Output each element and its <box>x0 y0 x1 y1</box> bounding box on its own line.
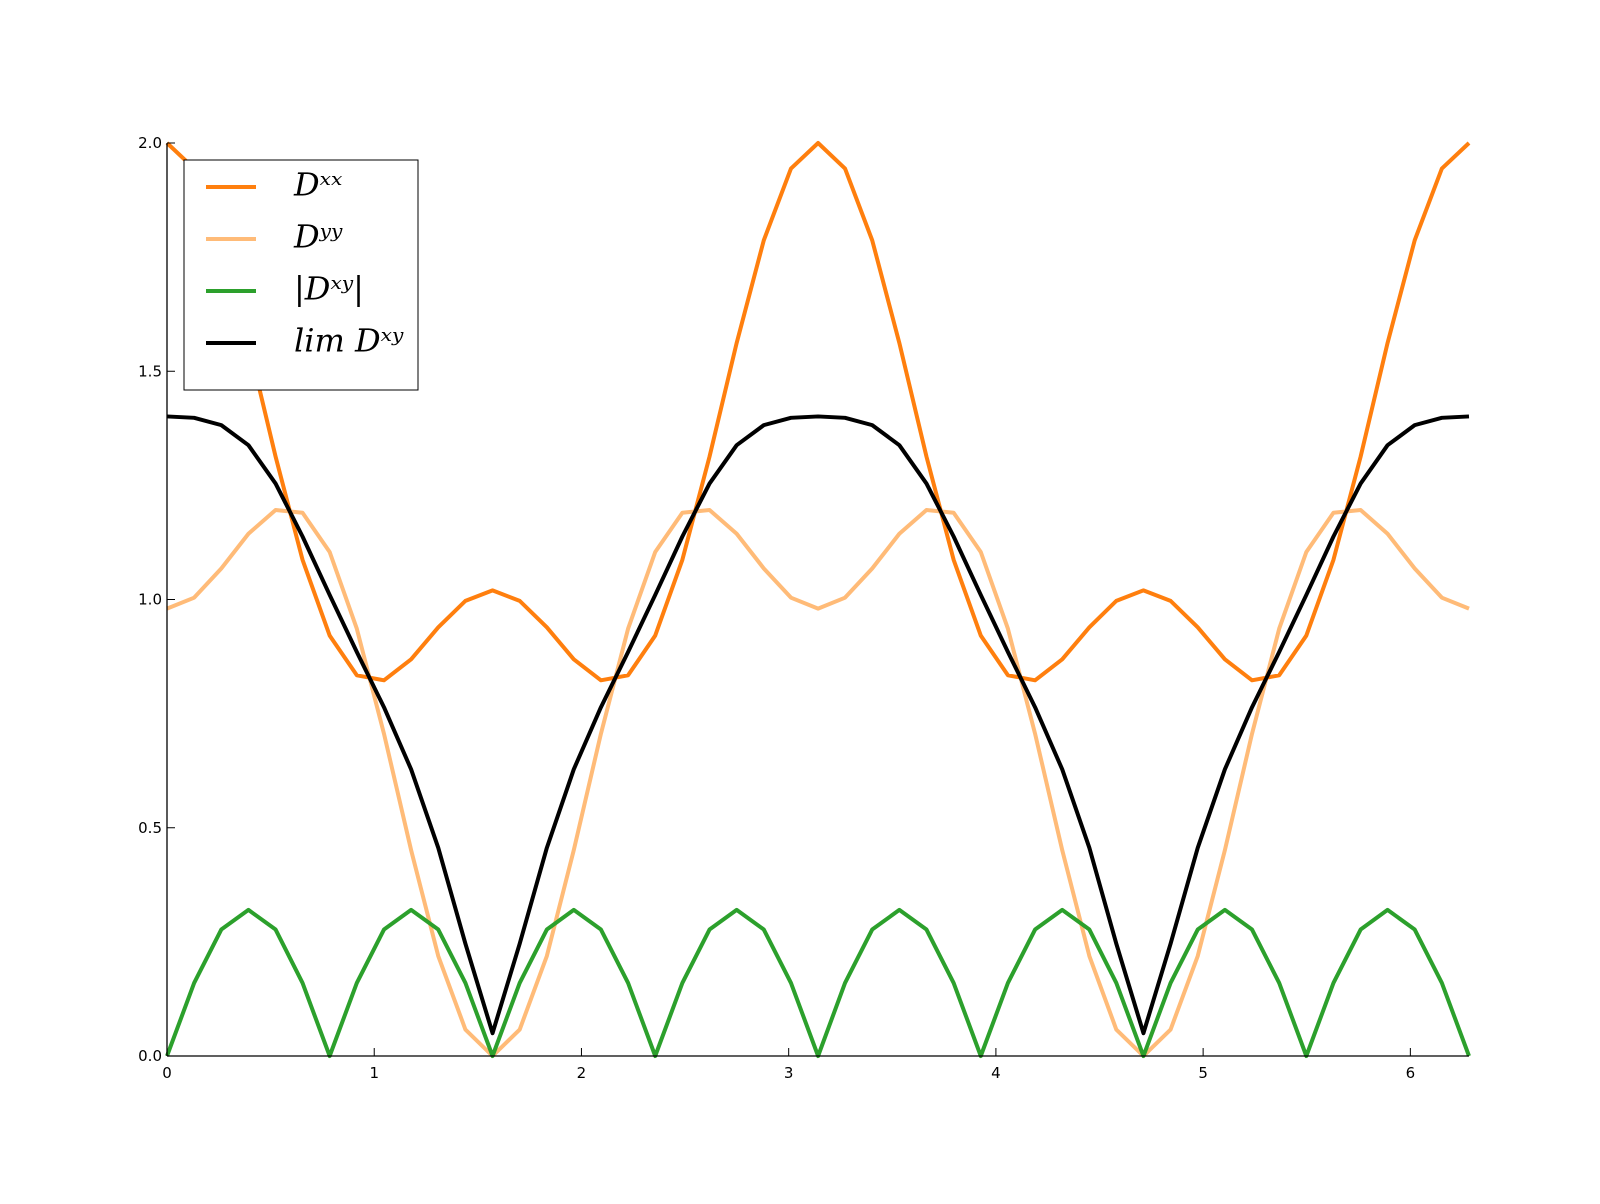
data-line <box>165 141 1471 683</box>
x-tick-label: 4 <box>991 1064 1001 1082</box>
x-tick-label: 2 <box>577 1064 587 1082</box>
data-line <box>165 907 1471 1058</box>
y-tick-label: 0.5 <box>138 819 162 837</box>
y-tick-label: 1.5 <box>138 362 162 380</box>
x-tick-label: 6 <box>1406 1064 1416 1082</box>
data-line <box>166 508 1470 1058</box>
x-tick-label: 3 <box>784 1064 794 1082</box>
legend-label: Dʸʸ <box>293 218 343 256</box>
x-tick-label: 1 <box>369 1064 379 1082</box>
legend: Dˣˣ Dʸʸ |Dˣʸ| lim Dˣʸ <box>183 159 419 391</box>
legend-label: Dˣˣ <box>293 166 343 204</box>
data-line <box>166 414 1470 1036</box>
legend-label: lim Dˣʸ <box>294 322 404 360</box>
legend-box <box>183 159 419 391</box>
x-tick-label: 5 <box>1198 1064 1208 1082</box>
y-tick-label: 1.0 <box>138 591 162 609</box>
x-tick-label: 0 <box>162 1064 172 1082</box>
y-tick-label: 2.0 <box>138 134 162 152</box>
y-tick-label: 0.0 <box>138 1047 162 1065</box>
legend-label: |Dˣʸ| <box>294 270 364 308</box>
